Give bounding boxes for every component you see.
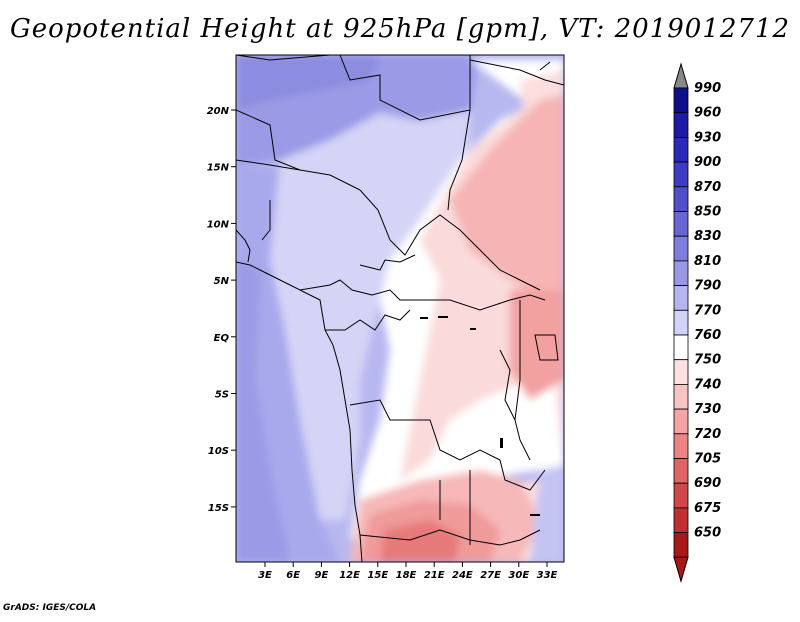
longitude-axis: 3E 6E 9E 12E 15E 18E 21E 24E 27E 30E 33E bbox=[258, 562, 558, 581]
colorbar-swatch bbox=[673, 507, 689, 533]
colorbar-swatch bbox=[673, 136, 689, 163]
colorbar-swatch bbox=[673, 161, 689, 188]
colorbar-swatch bbox=[673, 235, 689, 262]
colorbar-swatch bbox=[673, 408, 689, 435]
lon-tick-label: 21E bbox=[424, 570, 445, 581]
colorbar-bottom-arrow bbox=[673, 556, 689, 584]
lon-tick-label: 12E bbox=[339, 570, 360, 581]
colorbar-level-label: 675 bbox=[694, 501, 721, 516]
colorbar-level-label: 740 bbox=[694, 377, 721, 392]
colorbar-level-label: 900 bbox=[694, 155, 721, 170]
grads-credit: GrADS: IGES/COLA bbox=[3, 603, 97, 613]
colorbar-swatch bbox=[673, 260, 689, 286]
lat-tick-label: EQ bbox=[214, 333, 230, 344]
colorbar-swatch bbox=[673, 359, 689, 385]
colorbar-top-arrow bbox=[673, 62, 689, 89]
shaded-field bbox=[236, 55, 564, 562]
lon-tick-label: 30E bbox=[508, 570, 529, 581]
lon-tick-label: 27E bbox=[480, 570, 501, 581]
colorbar-level-label: 750 bbox=[694, 353, 721, 368]
lon-tick-label: 33E bbox=[537, 570, 558, 581]
lat-tick-label: 10N bbox=[207, 219, 230, 230]
colorbar-level-label: 960 bbox=[694, 106, 721, 121]
colorbar-level-label: 770 bbox=[694, 303, 721, 318]
lakes bbox=[420, 316, 540, 516]
colorbar-swatch bbox=[673, 309, 689, 336]
country-borders bbox=[236, 55, 564, 562]
lon-tick-label: 3E bbox=[258, 570, 272, 581]
colorbar-swatch bbox=[673, 482, 689, 509]
colorbar-level-label: 810 bbox=[694, 254, 721, 269]
map-frame bbox=[235, 54, 565, 563]
colorbar-level-label: 870 bbox=[694, 180, 721, 195]
lat-tick-label: 15N bbox=[207, 163, 230, 174]
colorbar-swatch bbox=[673, 186, 689, 212]
lat-tick-label: 10S bbox=[208, 446, 229, 457]
colorbar-level-label: 730 bbox=[694, 402, 721, 417]
colorbar-swatch bbox=[673, 532, 689, 558]
colorbar-level-label: 760 bbox=[694, 328, 721, 343]
colorbar-swatch bbox=[673, 87, 689, 114]
lon-tick-label: 6E bbox=[286, 570, 300, 581]
lon-tick-label: 9E bbox=[315, 570, 329, 581]
lat-tick-label: 5S bbox=[215, 390, 229, 401]
lat-tick-label: 15S bbox=[208, 503, 229, 514]
colorbar-level-label: 830 bbox=[694, 229, 721, 244]
colorbar-swatch bbox=[673, 383, 689, 410]
lon-tick-label: 15E bbox=[367, 570, 388, 581]
lon-tick-label: 18E bbox=[396, 570, 417, 581]
colorbar-swatch bbox=[673, 285, 689, 311]
colorbar: 990 960 930 900 870 850 830 810 790 770 760 750 740 7… bbox=[673, 62, 721, 584]
map-title: Geopotential Height at 925hPa [gpm], VT:… bbox=[9, 14, 791, 44]
colorbar-level-label: 705 bbox=[694, 452, 721, 467]
colorbar-swatch bbox=[673, 433, 689, 459]
colorbar-level-label: 790 bbox=[694, 279, 721, 294]
colorbar-level-label: 690 bbox=[694, 476, 721, 491]
lon-tick-label: 24E bbox=[452, 570, 473, 581]
colorbar-level-label: 720 bbox=[694, 427, 721, 442]
lat-tick-label: 20N bbox=[207, 106, 230, 117]
lat-tick-label: 5N bbox=[214, 276, 230, 287]
colorbar-swatch bbox=[673, 211, 689, 237]
colorbar-swatch bbox=[673, 112, 689, 138]
colorbar-swatch bbox=[673, 458, 689, 484]
colorbar-level-label: 850 bbox=[694, 205, 721, 220]
colorbar-level-label: 930 bbox=[694, 130, 721, 145]
colorbar-swatch bbox=[673, 334, 689, 361]
colorbar-level-label: 990 bbox=[694, 81, 721, 96]
colorbar-level-label: 650 bbox=[694, 526, 721, 541]
latitude-axis: 20N 15N 10N 5N EQ 5S 10S 15S bbox=[207, 106, 236, 514]
